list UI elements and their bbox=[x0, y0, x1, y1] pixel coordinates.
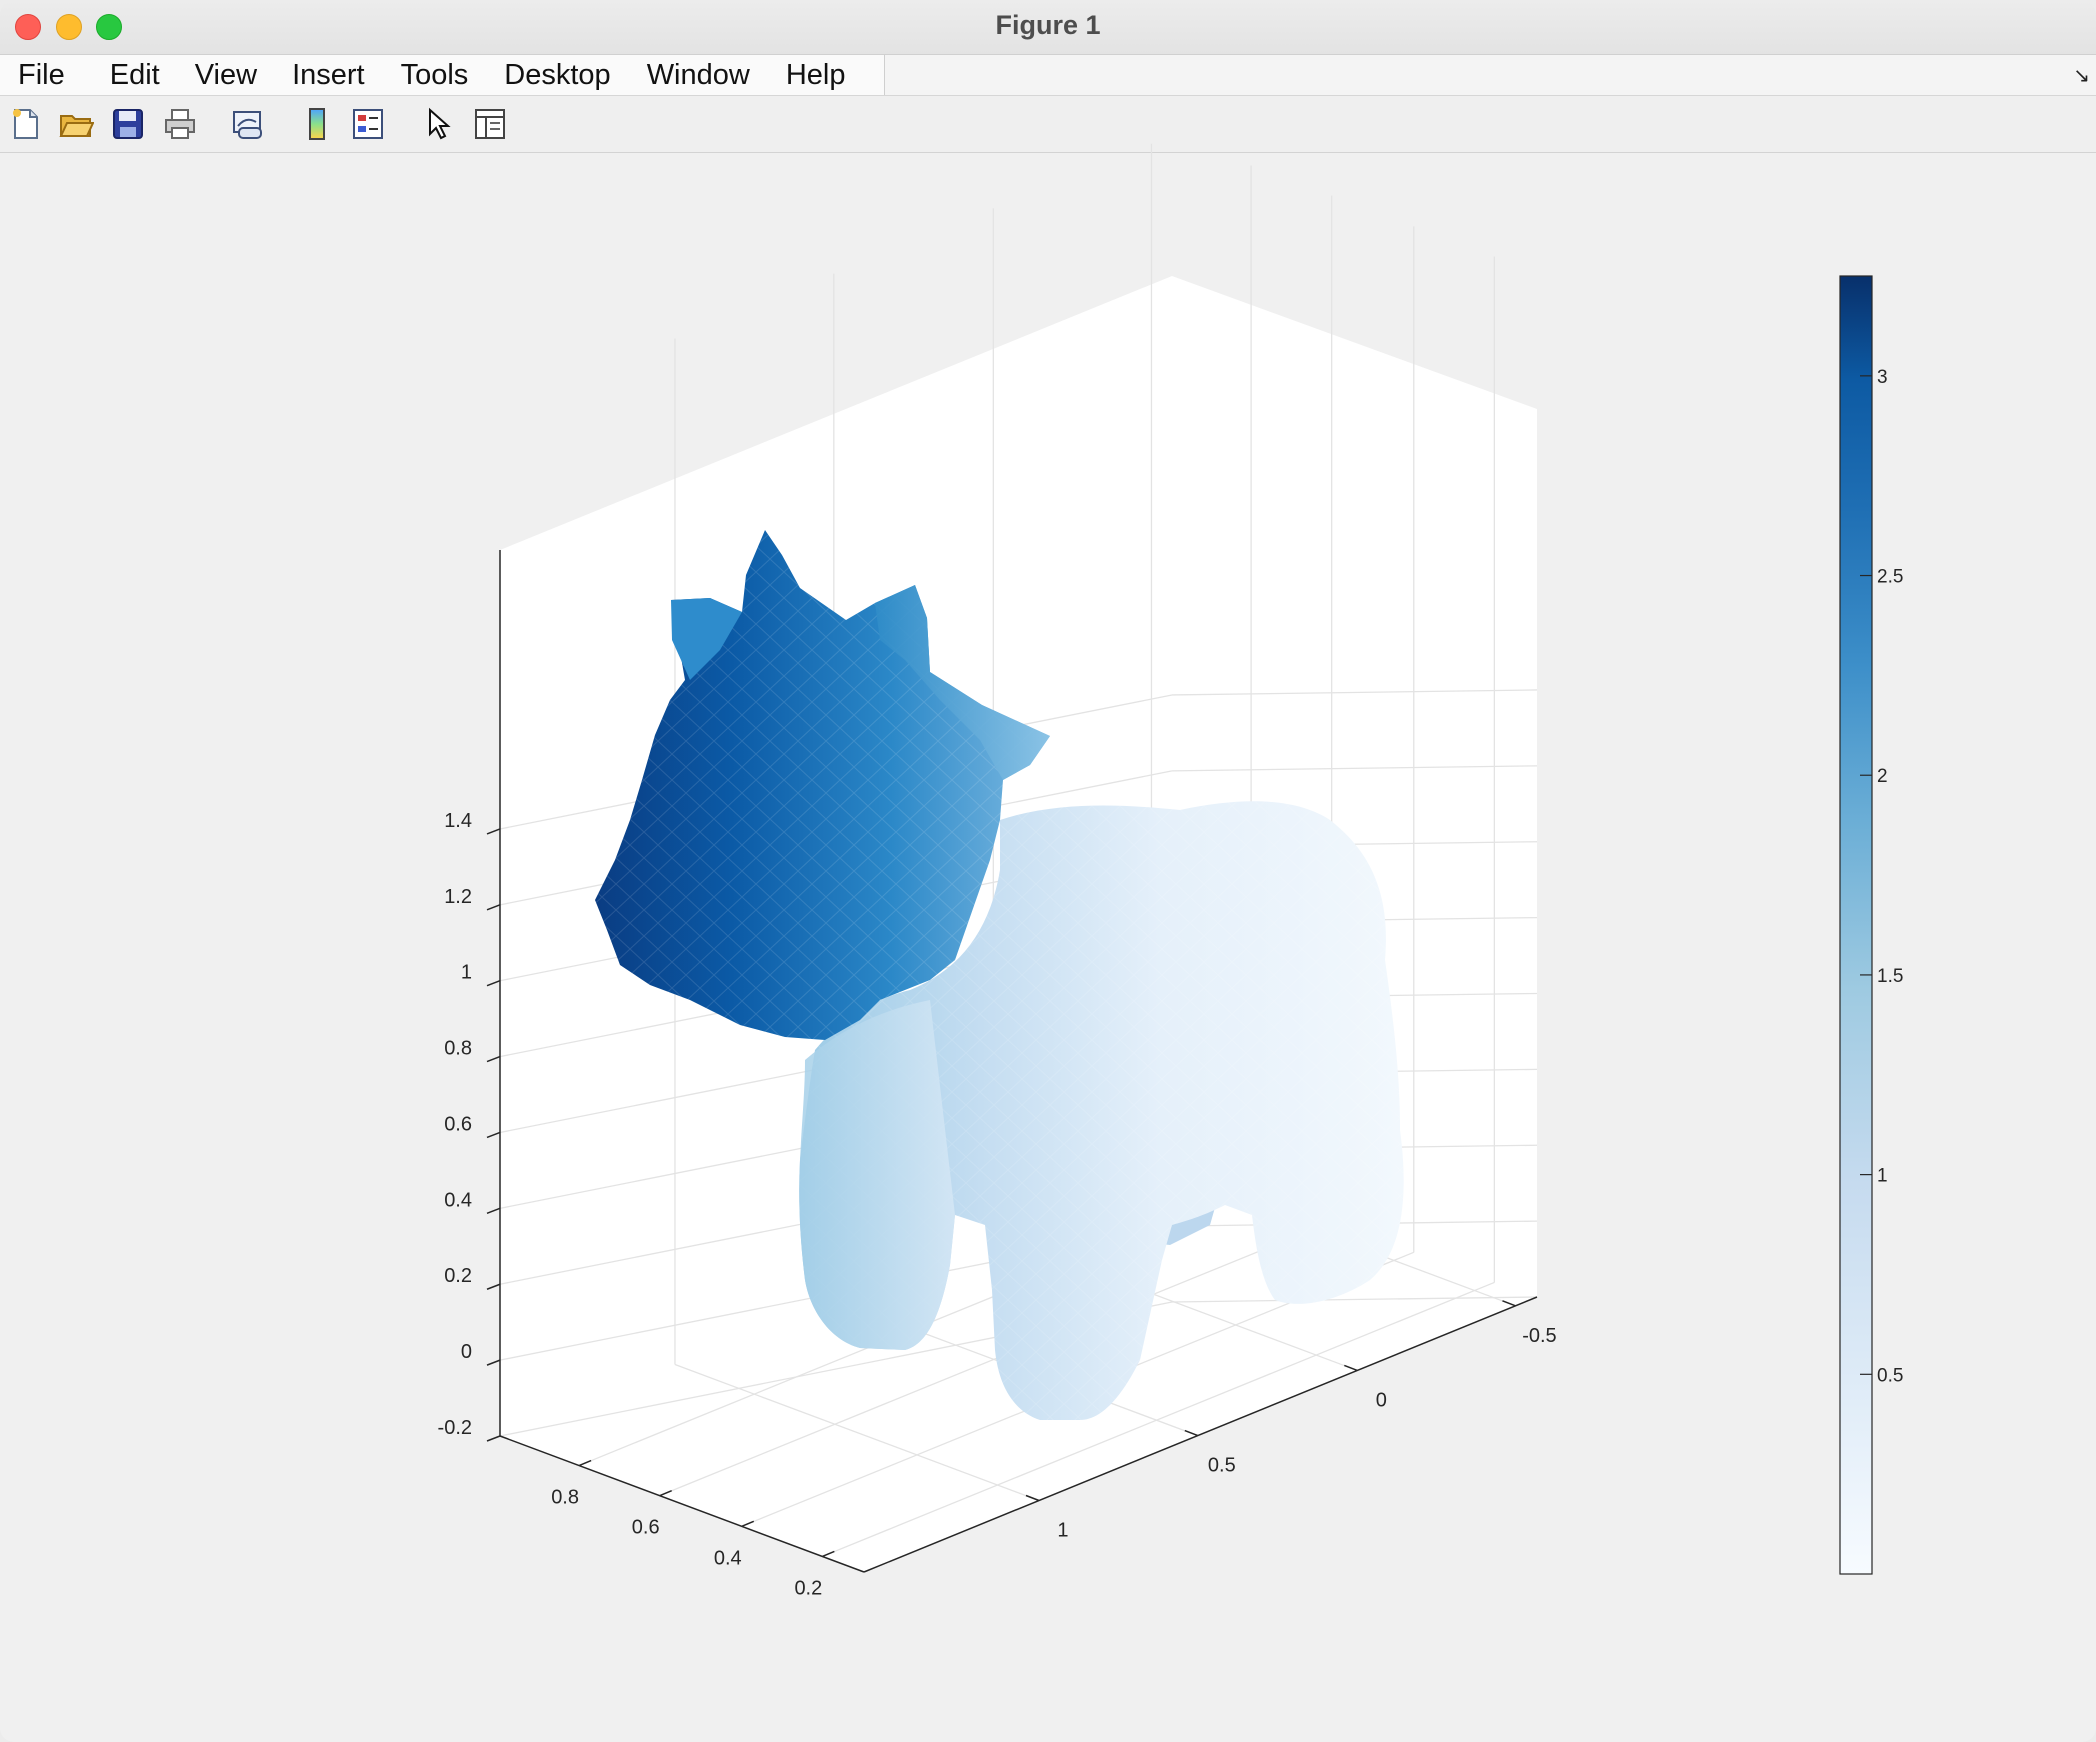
floor-plane bbox=[500, 1297, 1537, 1572]
x-tick-label: 0 bbox=[1376, 1389, 1387, 1411]
colorbar[interactable] bbox=[1839, 275, 1873, 1575]
colorbar-tick-label: 1.5 bbox=[1877, 966, 1903, 987]
x-tick bbox=[1344, 1364, 1358, 1372]
tick-labels: -0.2 0 0.2 0.4 0.6 0.8 1 1.2 1.4 0.8 0.6 0.4 0.2 -0.5… bbox=[438, 810, 1557, 1599]
y-tick bbox=[659, 1489, 672, 1497]
insert-legend-icon[interactable] bbox=[350, 106, 386, 142]
z-tick bbox=[486, 1055, 501, 1063]
menu-help[interactable]: Help bbox=[785, 59, 846, 91]
new-figure-icon[interactable] bbox=[8, 106, 44, 142]
z-tick bbox=[486, 1359, 501, 1366]
y-grid-floor bbox=[822, 1281, 1495, 1558]
z-tick-label: 0.6 bbox=[444, 1113, 472, 1135]
x-tick bbox=[1184, 1429, 1199, 1437]
open-file-icon[interactable] bbox=[58, 106, 94, 142]
colorbar-tick-label: 3 bbox=[1877, 367, 1888, 388]
property-inspector-icon[interactable] bbox=[472, 106, 508, 142]
colorbar-tick-label: 2 bbox=[1877, 766, 1888, 787]
z-tick bbox=[486, 904, 501, 911]
axis-lines bbox=[499, 550, 1538, 1573]
z-tick bbox=[486, 980, 501, 987]
save-icon[interactable] bbox=[110, 106, 146, 142]
z-grid-right bbox=[1171, 1296, 1538, 1303]
edit-plot-arrow-icon[interactable] bbox=[420, 106, 456, 142]
z-tick-label: 0.4 bbox=[444, 1189, 472, 1211]
menu-edit[interactable]: Edit bbox=[109, 59, 160, 91]
dock-arrow-icon[interactable]: ↘ bbox=[2073, 65, 2090, 87]
right-ear bbox=[875, 585, 1050, 780]
z-tick bbox=[486, 828, 501, 835]
zoom-button[interactable] bbox=[96, 14, 122, 40]
z-tick bbox=[486, 1435, 501, 1442]
x-tick bbox=[1502, 1300, 1516, 1307]
y-tick-label: 0.8 bbox=[551, 1487, 579, 1509]
z-tick-label: 1 bbox=[461, 962, 472, 984]
z-tick-label: 1.2 bbox=[444, 886, 472, 908]
y-tick bbox=[578, 1459, 592, 1467]
y-axis-line bbox=[499, 1435, 865, 1573]
minimize-button[interactable] bbox=[56, 14, 82, 40]
x-tick-label: 0.5 bbox=[1208, 1455, 1236, 1477]
z-tick-label: -0.2 bbox=[438, 1417, 472, 1439]
z-tick-label: 0.8 bbox=[444, 1038, 472, 1060]
z-tick-label: 0 bbox=[461, 1341, 472, 1363]
close-button[interactable] bbox=[15, 14, 41, 40]
print-icon[interactable] bbox=[162, 106, 198, 142]
x-tick-label: 1 bbox=[1057, 1520, 1068, 1542]
title-bar: Figure 1 bbox=[0, 0, 2096, 55]
colorbar-tick-label: 1 bbox=[1877, 1166, 1888, 1187]
y-tick bbox=[741, 1520, 755, 1528]
z-tick-label: 1.4 bbox=[444, 810, 472, 832]
menu-insert[interactable]: Insert bbox=[292, 59, 365, 91]
toolbar bbox=[0, 96, 2096, 153]
z-grid-right bbox=[1171, 765, 1538, 772]
menu-tools[interactable]: Tools bbox=[400, 59, 469, 91]
y-tick bbox=[822, 1550, 835, 1558]
x-grid-floor bbox=[674, 1363, 1040, 1502]
y-tick-label: 0.6 bbox=[632, 1517, 660, 1539]
window-title: Figure 1 bbox=[995, 10, 1101, 40]
colorbar-tick-label: 2.5 bbox=[1877, 567, 1903, 588]
x-tick bbox=[1025, 1494, 1040, 1502]
y-tick-label: 0.2 bbox=[794, 1577, 822, 1599]
cow-body-facets bbox=[799, 801, 1404, 1420]
left-ear bbox=[671, 598, 742, 680]
z-tick bbox=[486, 1131, 501, 1139]
link-plot-icon[interactable] bbox=[230, 106, 266, 142]
z-tick-label: 0.2 bbox=[444, 1265, 472, 1287]
menu-desktop[interactable]: Desktop bbox=[504, 59, 611, 91]
z-tick bbox=[486, 1207, 501, 1215]
colorbar-tick-label: 0.5 bbox=[1877, 1365, 1903, 1386]
menu-view[interactable]: View bbox=[194, 59, 258, 91]
cow-surface[interactable] bbox=[595, 530, 1404, 1420]
near-front-leg bbox=[799, 1000, 955, 1350]
y-tick-label: 0.4 bbox=[714, 1547, 742, 1569]
y-grid-floor bbox=[659, 1221, 1332, 1497]
z-tick bbox=[486, 1283, 501, 1290]
colorbar-ticks: 0.5 1 1.5 2 2.5 3 bbox=[1860, 367, 1903, 1386]
axis-ticks bbox=[486, 828, 1516, 1558]
insert-colorbar-icon[interactable] bbox=[299, 106, 335, 142]
z-grid-right bbox=[1171, 689, 1538, 696]
menu-file[interactable]: File bbox=[18, 59, 65, 91]
x-axis-line bbox=[863, 1296, 1538, 1573]
menu-window[interactable]: Window bbox=[646, 59, 750, 91]
x-tick-label: -0.5 bbox=[1522, 1325, 1556, 1347]
menu-bar: File Edit View Insert Tools Desktop Wind… bbox=[0, 55, 2096, 96]
